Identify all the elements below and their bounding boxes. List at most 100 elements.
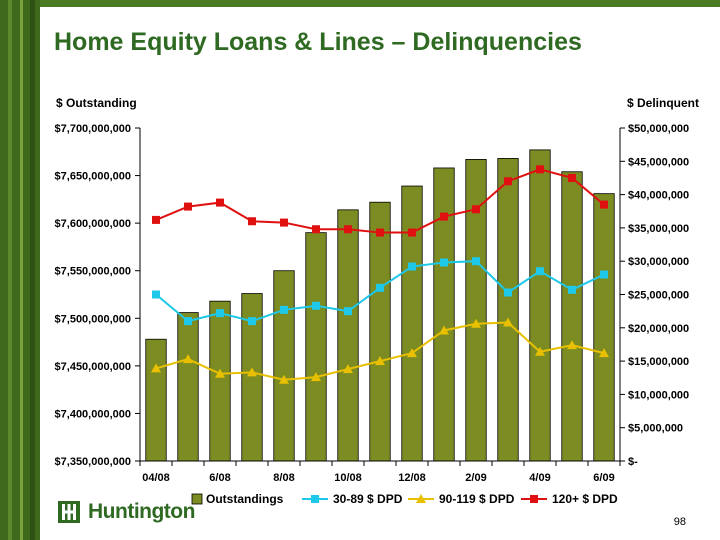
series-point-0: [600, 270, 608, 279]
left-axis-tick-label: $7,600,000,000: [55, 218, 131, 230]
series-point-1: [343, 364, 353, 374]
series-point-2: [152, 215, 160, 224]
sidebar-stripe: [20, 0, 23, 540]
right-axis-tick-label: $45,000,000: [628, 156, 689, 168]
series-point-1: [151, 363, 161, 373]
series-point-2: [376, 228, 384, 237]
series-point-1: [535, 346, 545, 356]
series-point-2: [568, 173, 576, 182]
page-number: 98: [673, 516, 686, 528]
right-axis-tick-label: $15,000,000: [628, 356, 689, 368]
outstandings-bar: [561, 171, 583, 462]
series-point-0: [376, 283, 384, 292]
chart-legend: Outstandings 30-89 $ DPD 90-119 $ DPD 120+ …: [191, 492, 618, 506]
sidebar-band: [0, 0, 40, 540]
sidebar-stripe: [8, 0, 12, 540]
right-axis-caption: $ Delinquent: [627, 96, 700, 110]
outstandings-bar: [369, 201, 391, 462]
series-point-1: [279, 374, 289, 384]
outstandings-bar: [593, 193, 615, 462]
x-axis-tick-label: 12/08: [398, 472, 426, 484]
series-point-0: [216, 309, 224, 318]
outstandings-bar: [433, 167, 455, 462]
series-point-1: [503, 317, 513, 327]
series-point-2: [344, 225, 352, 234]
top-band: [40, 0, 720, 7]
legend-marker-1: [416, 494, 426, 503]
legend-swatch-outstandings: [191, 493, 203, 505]
series-point-2: [536, 165, 544, 174]
outstandings-bar: [337, 209, 359, 462]
outstandings-bar: [529, 149, 551, 462]
huntington-logo: Huntington: [56, 497, 195, 527]
series-point-1: [407, 348, 417, 358]
series-point-1: [183, 354, 193, 364]
right-axis-tick-label: $30,000,000: [628, 256, 689, 268]
series-point-0: [344, 307, 352, 316]
left-axis-caption: $ Outstanding: [56, 96, 137, 110]
right-axis-tick-label: $10,000,000: [628, 389, 689, 401]
huntington-logo-icon: [58, 501, 80, 523]
right-axis-tick-label: $5,000,000: [628, 423, 683, 435]
series-point-2: [440, 212, 448, 221]
outstandings-bar: [273, 270, 295, 462]
series-point-2: [184, 202, 192, 211]
right-axis-tick-label: $40,000,000: [628, 190, 689, 202]
series-point-1: [215, 368, 225, 378]
series-point-2: [312, 225, 320, 234]
x-axis-tick-label: 10/08: [334, 472, 362, 484]
legend-label-outstandings: Outstandings: [206, 492, 284, 506]
legend-label-0: 30-89 $ DPD: [333, 492, 403, 506]
outstandings-bar: [305, 232, 327, 462]
series-point-0: [184, 317, 192, 326]
series-point-2: [600, 200, 608, 209]
series-point-0: [568, 285, 576, 294]
x-axis-tick-label: 2/09: [465, 472, 486, 484]
sidebar-stripe: [30, 0, 35, 540]
series-point-0: [280, 305, 288, 314]
outstandings-bar: [465, 158, 487, 462]
left-axis-tick-label: $7,450,000,000: [55, 361, 131, 373]
x-axis-tick-label: 04/08: [142, 472, 170, 484]
x-axis-tick-label: 6/08: [209, 472, 230, 484]
delinquency-lines: [151, 165, 609, 384]
left-axis-tick-label: $7,700,000,000: [55, 123, 131, 135]
legend-label-2: 120+ $ DPD: [552, 492, 618, 506]
series-point-0: [248, 317, 256, 326]
series-point-2: [504, 177, 512, 186]
legend-label-1: 90-119 $ DPD: [439, 492, 515, 506]
outstandings-bar: [145, 338, 167, 462]
logo-wordmark: Huntington: [88, 500, 195, 523]
left-axis-tick-label: $7,350,000,000: [55, 456, 131, 468]
series-point-1: [439, 325, 449, 335]
series-point-0: [312, 301, 320, 310]
chart-axes: [139, 128, 621, 466]
series-point-0: [440, 258, 448, 267]
series-point-1: [567, 340, 577, 350]
legend-marker-2: [530, 495, 538, 503]
series-point-2: [408, 228, 416, 237]
x-axis-labels: 04/08 6/08 8/08 10/08 12/08 2/09 4/09 6/09: [142, 472, 614, 484]
left-axis-tick-label: $7,400,000,000: [55, 408, 131, 420]
x-axis-tick-label: 8/08: [273, 472, 294, 484]
series-point-1: [599, 348, 609, 358]
right-axis-tick-label: $35,000,000: [628, 223, 689, 235]
outstandings-bar: [209, 300, 231, 462]
series-point-2: [248, 217, 256, 226]
left-axis-ticks: $7,350,000,000 $7,400,000,000 $7,450,000,0…: [55, 123, 140, 468]
series-point-0: [504, 288, 512, 297]
series-point-1: [471, 318, 481, 328]
right-axis-ticks: $- $5,000,000 $10,000,000 $15,000,000 $20,00…: [620, 123, 689, 468]
series-point-0: [536, 267, 544, 276]
x-axis-tick-label: 6/09: [593, 472, 614, 484]
x-axis-tick-label: 4/09: [529, 472, 550, 484]
outstandings-bar: [177, 312, 199, 462]
left-axis-tick-label: $7,550,000,000: [55, 266, 131, 278]
right-axis-tick-label: $50,000,000: [628, 123, 689, 135]
series-point-1: [375, 356, 385, 366]
right-axis-tick-label: $25,000,000: [628, 290, 689, 302]
series-point-2: [472, 205, 480, 214]
series-point-0: [408, 262, 416, 271]
right-axis-tick-label: $20,000,000: [628, 323, 689, 335]
